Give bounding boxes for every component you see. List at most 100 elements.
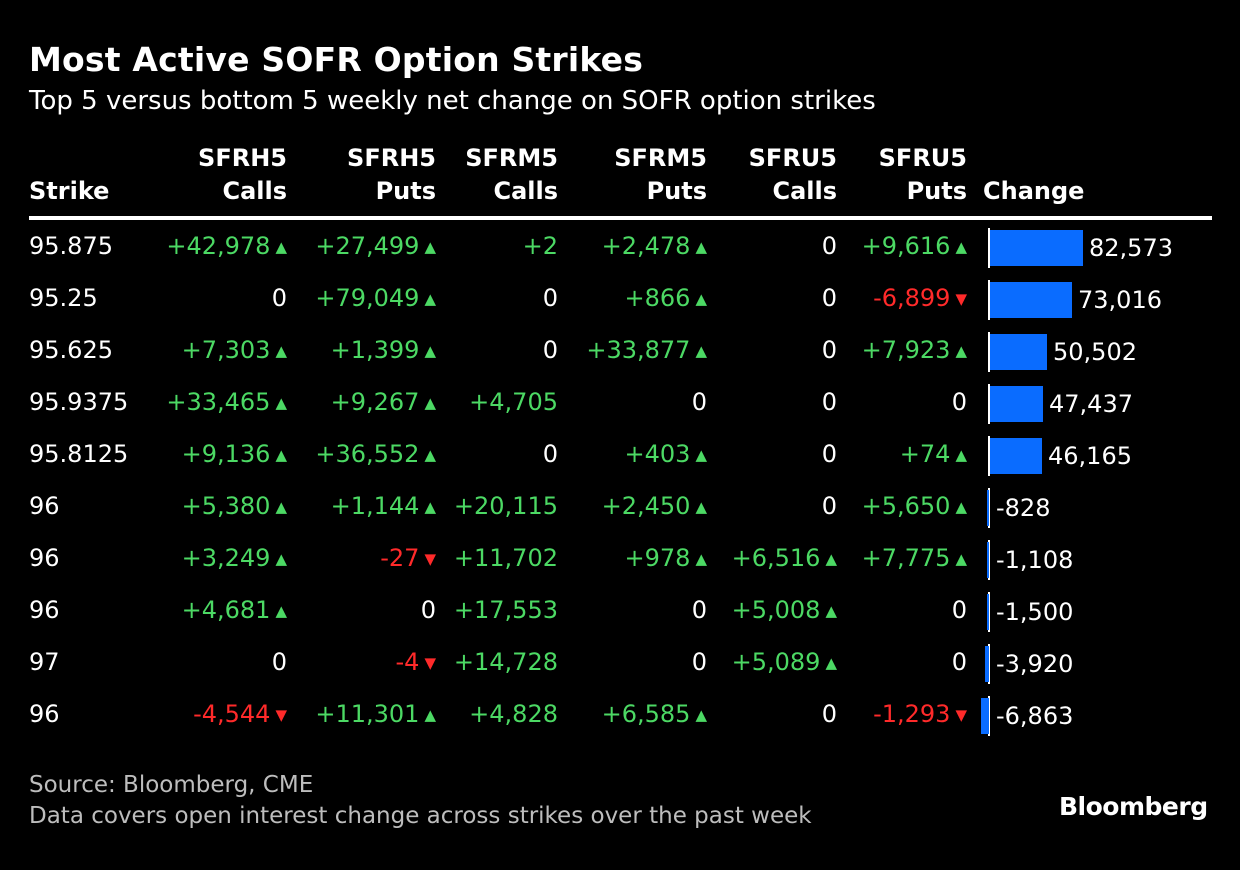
cell-u5p: -6,899 ▼ — [873, 283, 967, 314]
cell-u5p: +5,650 ▲ — [862, 491, 967, 522]
cell-value: 0 — [542, 336, 558, 364]
cell-value: +7,303 — [181, 336, 271, 364]
strike-cell: 95.625 — [29, 335, 113, 365]
cell-value: 0 — [951, 596, 967, 624]
cell-value: 0 — [691, 596, 707, 624]
cell-value: 0 — [542, 284, 558, 312]
cell-u5p: +7,923 ▲ — [862, 335, 967, 366]
strike-cell: 95.25 — [29, 283, 98, 313]
cell-value: +5,380 — [181, 492, 271, 520]
source-text: Source: Bloomberg, CME — [29, 772, 314, 798]
cell-m5p: +403 ▲ — [625, 439, 707, 470]
cell-value: 0 — [821, 284, 837, 312]
column-header-u5c-line1: SFRU5 — [748, 144, 837, 172]
cell-h5p: +11,301 ▲ — [315, 699, 436, 730]
down-arrow-icon: ▼ — [424, 654, 436, 672]
cell-value: 95.8125 — [29, 440, 129, 468]
down-arrow-icon: ▼ — [424, 550, 436, 568]
cell-h5c: 0 — [272, 647, 287, 677]
strike-cell: 96 — [29, 543, 60, 573]
strike-cell: 95.875 — [29, 231, 113, 261]
cell-value: 0 — [821, 700, 837, 728]
cell-m5p: 0 — [692, 647, 707, 677]
column-header-h5p-line1: SFRH5 — [347, 144, 436, 172]
cell-value: 0 — [691, 648, 707, 676]
cell-m5c: +4,705 — [469, 387, 558, 417]
cell-m5c: +14,728 — [454, 647, 558, 677]
change-value-label: -1,108 — [996, 546, 1074, 574]
change-value-label: -3,920 — [996, 650, 1074, 678]
cell-m5p: +866 ▲ — [625, 283, 707, 314]
cell-value: 0 — [951, 648, 967, 676]
cell-value: +4,705 — [469, 388, 558, 416]
up-arrow-icon: ▲ — [424, 446, 436, 464]
column-header-m5c-line2: Calls — [493, 177, 558, 205]
cell-value: +36,552 — [315, 440, 420, 468]
up-arrow-icon: ▲ — [695, 342, 707, 360]
column-header-m5c-line1: SFRM5 — [465, 144, 558, 172]
bar-axis-line — [988, 280, 990, 320]
change-bar — [987, 594, 989, 630]
cell-value: +9,616 — [861, 232, 951, 260]
up-arrow-icon: ▲ — [275, 550, 287, 568]
cell-value: +978 — [624, 544, 691, 572]
cell-m5c: 0 — [543, 335, 558, 365]
cell-u5c: +5,008 ▲ — [732, 595, 837, 626]
change-bar — [990, 438, 1042, 474]
strike-cell: 96 — [29, 491, 60, 521]
up-arrow-icon: ▲ — [424, 706, 436, 724]
up-arrow-icon: ▲ — [275, 238, 287, 256]
column-header-m5p-line1: SFRM5 — [614, 144, 707, 172]
cell-h5p: 0 — [421, 595, 436, 625]
cell-u5p: 0 — [952, 387, 967, 417]
column-header-u5p-line1: SFRU5 — [878, 144, 967, 172]
cell-value: +17,553 — [453, 596, 558, 624]
up-arrow-icon: ▲ — [955, 342, 967, 360]
up-arrow-icon: ▲ — [424, 342, 436, 360]
bar-axis-line — [988, 384, 990, 424]
up-arrow-icon: ▲ — [825, 602, 837, 620]
cell-h5p: -4 ▼ — [396, 647, 436, 678]
down-arrow-icon: ▼ — [955, 290, 967, 308]
cell-m5c: +11,702 — [454, 543, 558, 573]
cell-h5c: +9,136 ▲ — [182, 439, 287, 470]
change-bar — [987, 490, 989, 526]
chart-title: Most Active SOFR Option Strikes — [29, 40, 644, 79]
cell-h5p: +1,399 ▲ — [331, 335, 436, 366]
cell-h5c: +3,249 ▲ — [182, 543, 287, 574]
cell-m5c: 0 — [543, 283, 558, 313]
up-arrow-icon: ▲ — [825, 654, 837, 672]
cell-h5c: -4,544 ▼ — [193, 699, 287, 730]
cell-value: -4,544 — [193, 700, 271, 728]
up-arrow-icon: ▲ — [424, 290, 436, 308]
column-header-u5p-line2: Puts — [906, 177, 967, 205]
cell-u5c: 0 — [822, 335, 837, 365]
change-bar — [990, 386, 1043, 422]
cell-m5c: +20,115 — [454, 491, 558, 521]
bar-axis-line — [988, 540, 990, 580]
cell-value: +866 — [624, 284, 691, 312]
cell-m5p: +2,478 ▲ — [602, 231, 707, 262]
cell-value: +74 — [899, 440, 951, 468]
bar-axis-line — [988, 436, 990, 476]
cell-value: +9,136 — [181, 440, 271, 468]
cell-value: +2,450 — [601, 492, 691, 520]
up-arrow-icon: ▲ — [955, 446, 967, 464]
column-header-strike-line2: Strike — [29, 177, 110, 205]
cell-value: +1,144 — [330, 492, 420, 520]
up-arrow-icon: ▲ — [424, 394, 436, 412]
cell-value: -4 — [395, 648, 420, 676]
cell-value: 95.9375 — [29, 388, 129, 416]
column-header-change-line2: Change — [983, 177, 1085, 205]
cell-value: +7,775 — [861, 544, 951, 572]
cell-value: 0 — [951, 388, 967, 416]
cell-u5c: +5,089 ▲ — [732, 647, 837, 678]
cell-h5c: +7,303 ▲ — [182, 335, 287, 366]
header-divider — [29, 216, 1212, 220]
up-arrow-icon: ▲ — [695, 706, 707, 724]
bloomberg-logo: Bloomberg — [1059, 792, 1208, 821]
up-arrow-icon: ▲ — [424, 498, 436, 516]
change-value-label: -1,500 — [996, 598, 1074, 626]
strike-cell: 97 — [29, 647, 60, 677]
cell-value: 0 — [821, 492, 837, 520]
